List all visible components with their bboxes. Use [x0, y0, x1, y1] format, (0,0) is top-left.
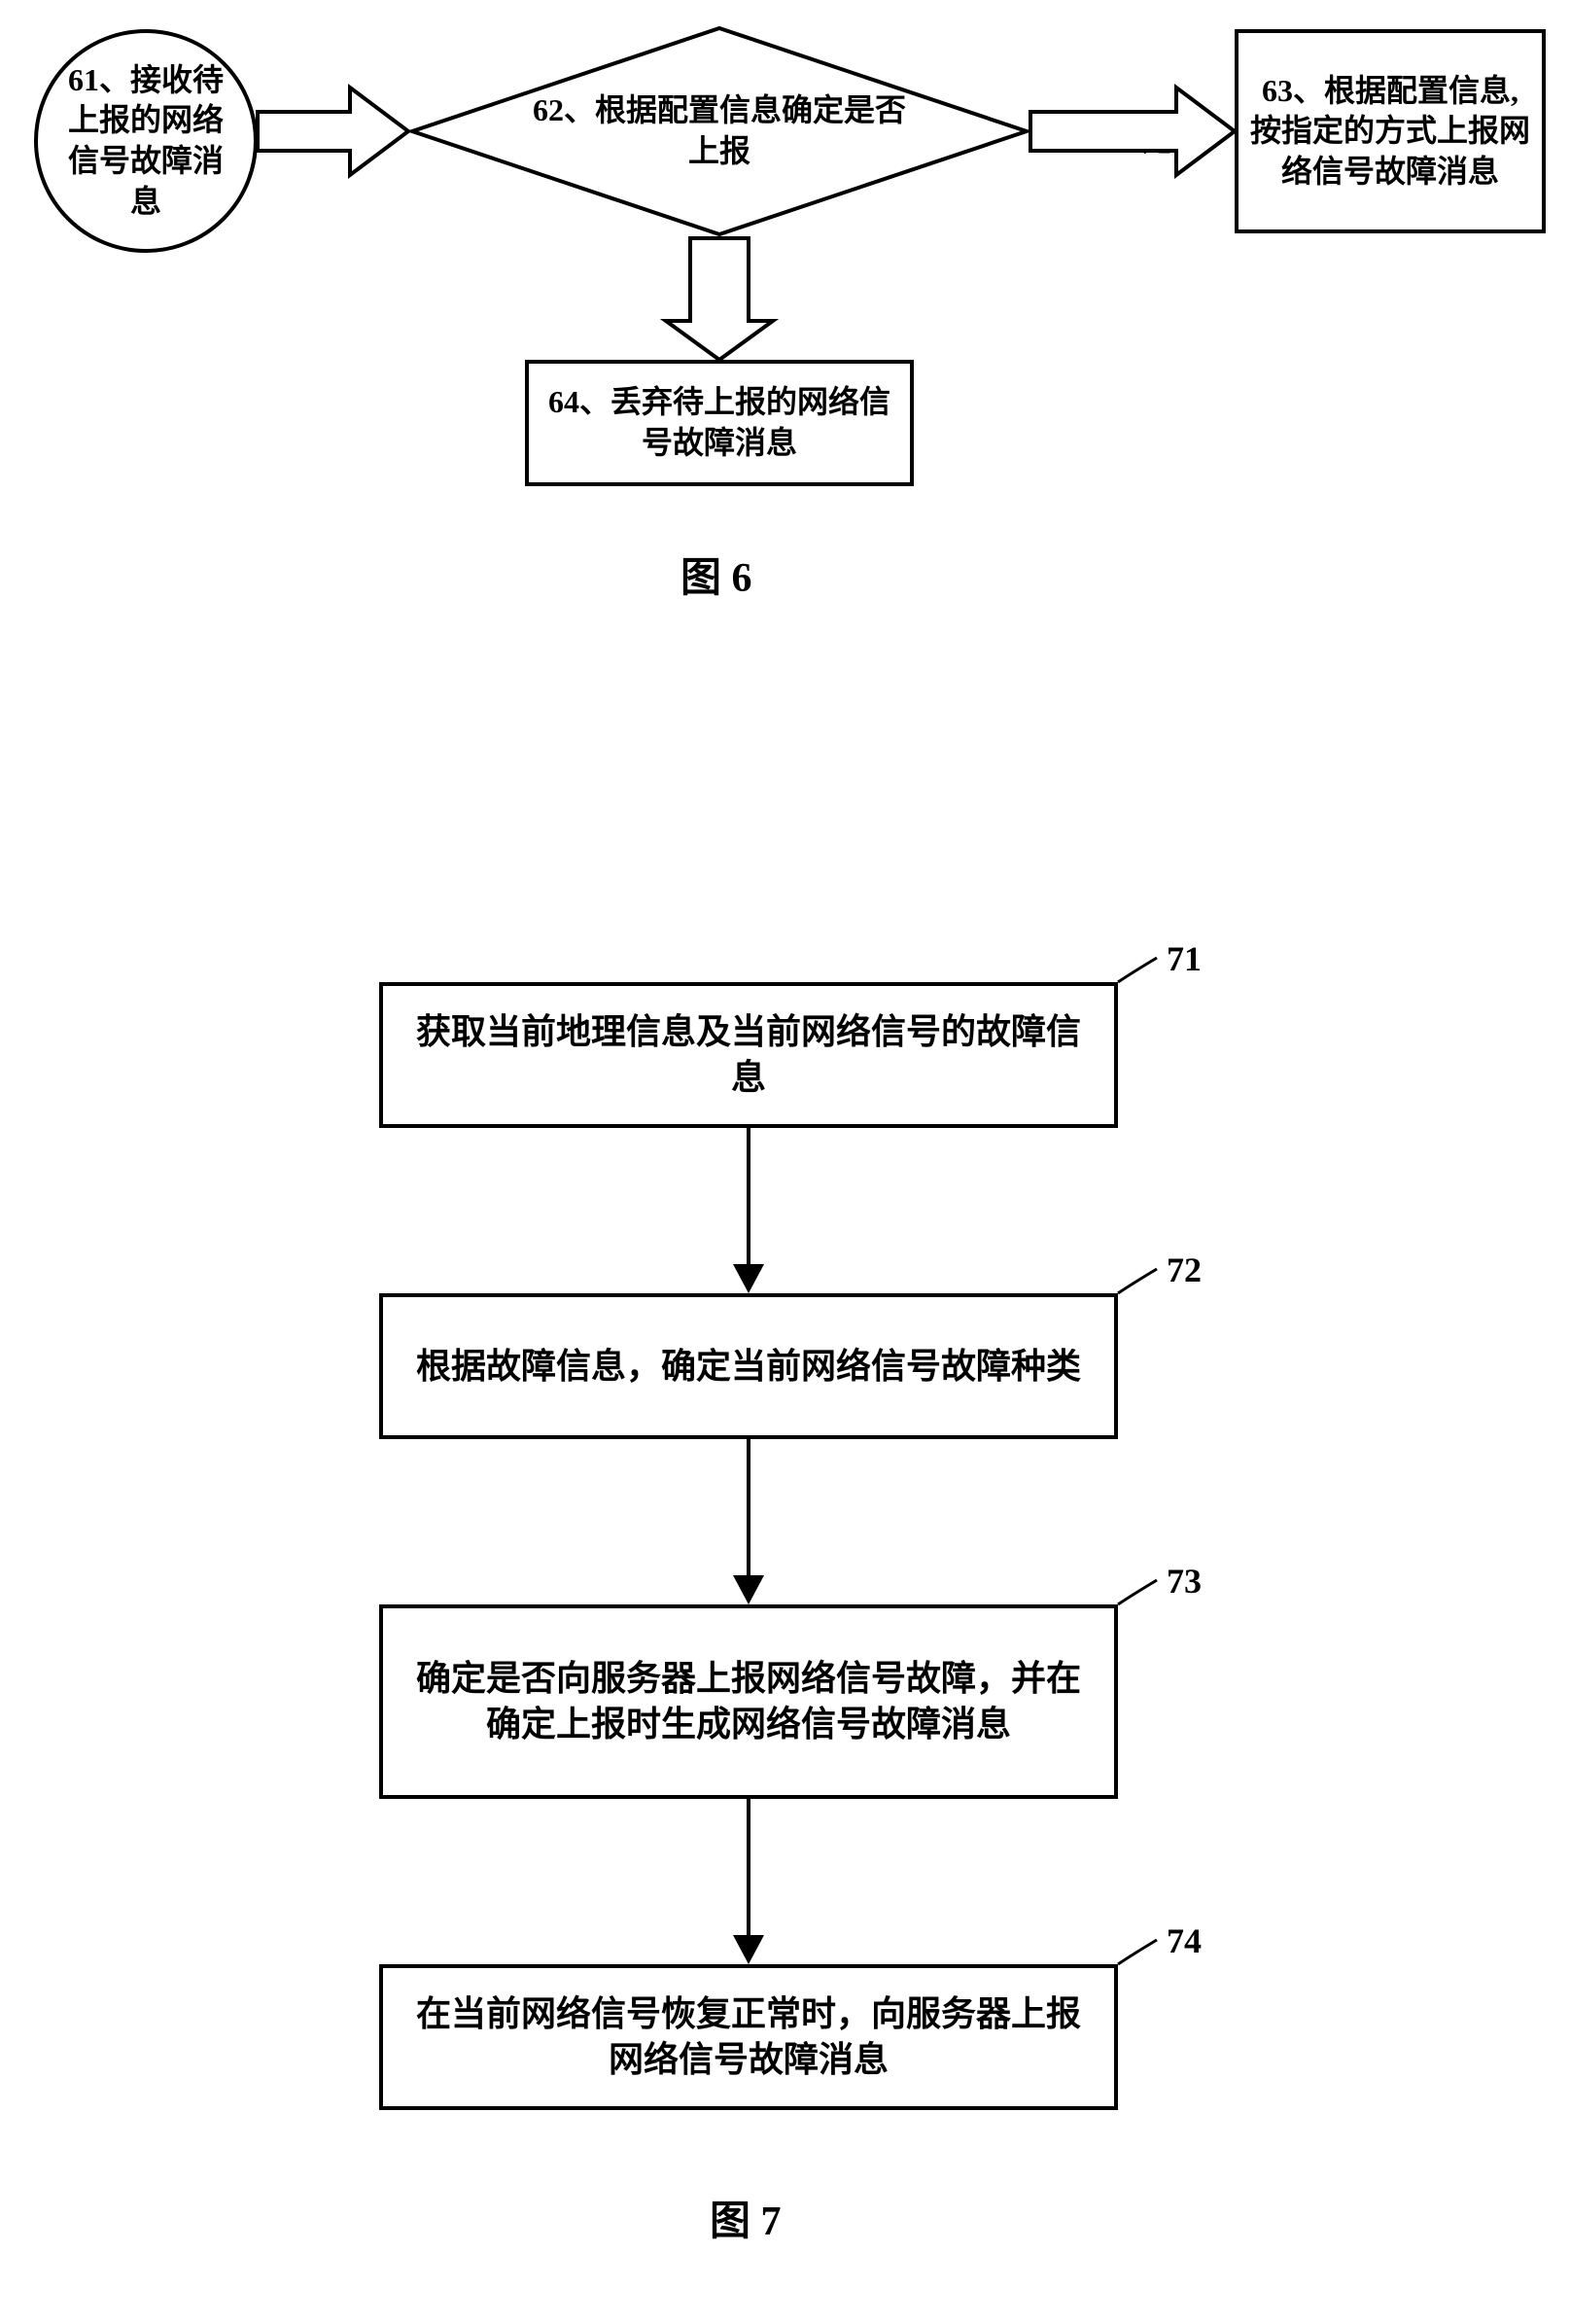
fig7-step-72-label: 72: [1167, 1250, 1202, 1290]
fig7-leader-71: [1118, 958, 1157, 982]
fig7-step-74-label: 74: [1167, 1920, 1202, 1961]
fig7-step-72: 根据故障信息，确定当前网络信号故障种类: [379, 1293, 1118, 1439]
fig6-decision-text: 62、根据配置信息确定是否上报: [525, 90, 914, 171]
fig7-arrow-71-72: [733, 1128, 764, 1293]
fig6-report-node: 63、根据配置信息,按指定的方式上报网络信号故障消息: [1235, 29, 1546, 233]
fig6-edge-yes-label: 是: [1142, 117, 1171, 159]
fig7-leader-74: [1118, 1940, 1157, 1964]
fig6-discard-node: 64、丢弃待上报的网络信号故障消息: [525, 360, 914, 486]
fig7-step-73: 确定是否向服务器上报网络信号故障，并在确定上报时生成网络信号故障消息: [379, 1604, 1118, 1799]
fig7-leader-73: [1118, 1580, 1157, 1604]
fig6-arrow-decision-report: [1030, 88, 1235, 175]
fig6-discard-text: 64、丢弃待上报的网络信号故障消息: [539, 382, 900, 463]
fig7-step-72-text: 根据故障信息，确定当前网络信号故障种类: [416, 1344, 1081, 1390]
fig7-caption: 图 7: [710, 2188, 782, 2247]
fig6-caption: 图 6: [680, 545, 752, 604]
fig7-step-73-label: 73: [1167, 1561, 1202, 1602]
fig7-step-74-text: 在当前网络信号恢复正常时，向服务器上报网络信号故障消息: [401, 1991, 1097, 2083]
fig6-start-text: 61、接收待上报的网络信号故障消息: [55, 60, 236, 222]
fig7-leader-72: [1118, 1269, 1157, 1293]
fig7-step-71-text: 获取当前地理信息及当前网络信号的故障信息: [401, 1009, 1097, 1101]
fig6-report-text: 63、根据配置信息,按指定的方式上报网络信号故障消息: [1248, 71, 1532, 193]
fig7-step-73-text: 确定是否向服务器上报网络信号故障，并在确定上报时生成网络信号故障消息: [401, 1656, 1097, 1747]
fig7-step-74: 在当前网络信号恢复正常时，向服务器上报网络信号故障消息: [379, 1964, 1118, 2110]
fig6-arrow-start-decision: [258, 88, 408, 175]
fig6-edge-no-label: 否: [700, 292, 729, 335]
fig7-step-71-label: 71: [1167, 938, 1202, 979]
fig7-step-71: 获取当前地理信息及当前网络信号的故障信息: [379, 982, 1118, 1128]
fig6-start-node: 61、接收待上报的网络信号故障消息: [34, 29, 258, 253]
fig7-arrow-73-74: [733, 1799, 764, 1964]
fig7-arrow-72-73: [733, 1439, 764, 1604]
fig6-decision-node: 62、根据配置信息确定是否上报: [408, 24, 1030, 238]
